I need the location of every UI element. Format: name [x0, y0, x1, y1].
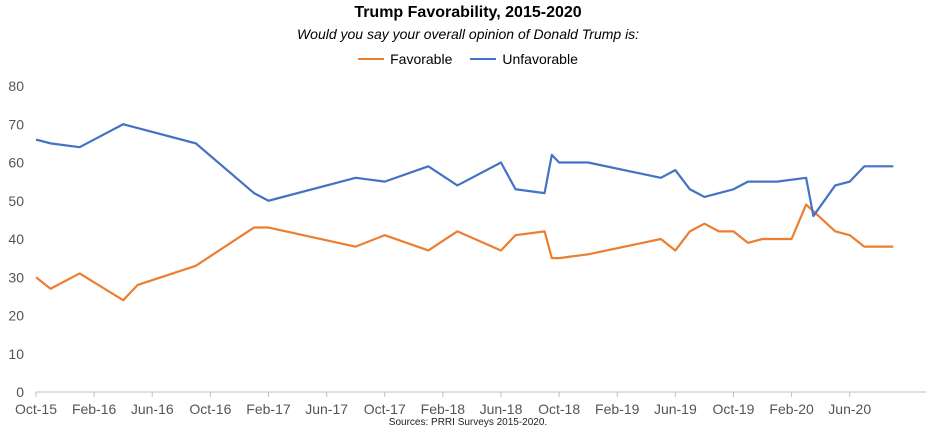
x-tick-label: Jun-16: [131, 401, 174, 417]
chart-legend: Favorable Unfavorable: [0, 51, 936, 67]
x-tick-label: Jun-17: [305, 401, 348, 417]
x-tick-label: Feb-19: [595, 401, 640, 417]
y-tick-label: 0: [16, 384, 24, 400]
chart-source: Sources: PRRI Surveys 2015-2020.: [388, 417, 548, 428]
y-tick-label: 30: [8, 269, 24, 285]
x-tick-label: Oct-19: [712, 401, 754, 417]
y-tick-label: 50: [8, 193, 24, 209]
y-tick-label: 20: [8, 308, 24, 324]
y-tick-label: 60: [8, 155, 24, 171]
y-tick-label: 10: [8, 346, 24, 362]
legend-label-unfavorable: Unfavorable: [502, 51, 578, 67]
x-tick-label: Feb-17: [246, 401, 291, 417]
legend-item-favorable: Favorable: [358, 51, 452, 67]
x-tick-label: Jun-18: [480, 401, 523, 417]
series-line-favorable: [35, 203, 894, 302]
chart-subtitle: Would you say your overall opinion of Do…: [296, 26, 640, 42]
x-tick-label: Feb-20: [769, 401, 814, 417]
x-tick-label: Jun-20: [828, 401, 871, 417]
legend-item-unfavorable: Unfavorable: [470, 51, 578, 67]
x-tick-label: Feb-18: [421, 401, 466, 417]
x-tick-label: Oct-15: [15, 401, 57, 417]
legend-swatch-unfavorable: [470, 58, 497, 60]
y-tick-label: 80: [8, 78, 24, 94]
x-tick-label: Oct-16: [189, 401, 231, 417]
y-tick-label: 70: [8, 116, 24, 132]
chart-title: Trump Favorability, 2015-2020: [354, 4, 582, 21]
x-tick-label: Oct-17: [364, 401, 406, 417]
x-tick-label: Jun-19: [654, 401, 697, 417]
legend-swatch-favorable: [358, 58, 385, 60]
legend-label-favorable: Favorable: [390, 51, 453, 67]
y-tick-label: 40: [8, 231, 24, 247]
series-line-unfavorable: [35, 123, 894, 218]
x-tick-label: Feb-16: [72, 401, 117, 417]
x-tick-label: Oct-18: [538, 401, 580, 417]
